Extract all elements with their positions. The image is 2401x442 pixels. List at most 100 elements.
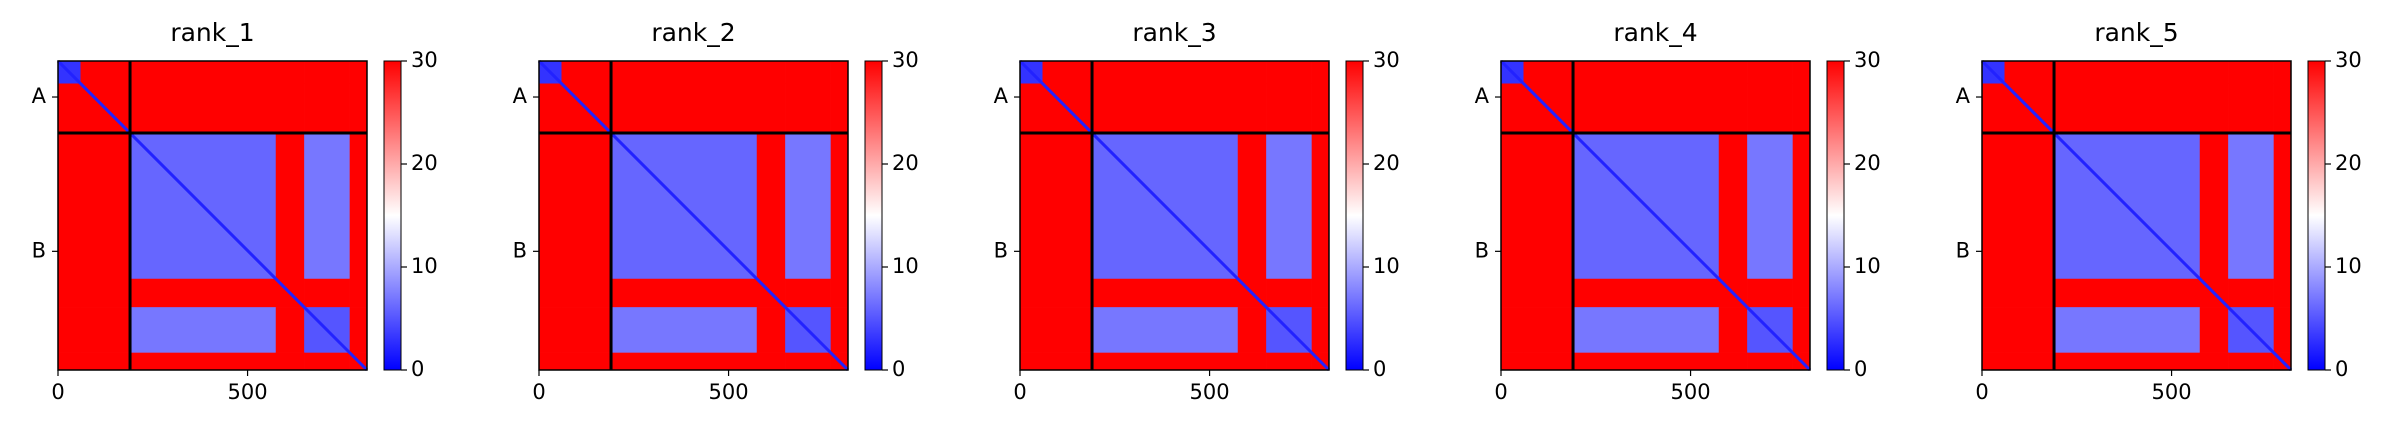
colorbar-tick-label: 20 [1854, 151, 1881, 175]
heat-cell [349, 60, 368, 84]
y-tick-label: B [32, 238, 46, 262]
heat-cell [1266, 83, 1313, 134]
colorbar-tick-label: 0 [1854, 357, 1867, 381]
heat-cell [1500, 307, 1524, 354]
heat-cell [80, 278, 131, 308]
heat-cell [1523, 132, 1574, 280]
heat-cell [1237, 83, 1267, 134]
heat-cell [830, 132, 849, 280]
heat-cell [1042, 307, 1093, 354]
heat-cell [349, 278, 368, 308]
heat-cell [304, 60, 351, 84]
colorbar-tick-label: 0 [1373, 357, 1386, 381]
heat-cell [2004, 60, 2055, 84]
colorbar-tick-label: 30 [892, 48, 919, 72]
colorbar-tick-label: 30 [1373, 48, 1400, 72]
x-tick-label: 0 [1494, 380, 1507, 404]
heat-cell [1747, 352, 1794, 371]
heat-cell [1042, 278, 1093, 308]
diagonal [1499, 59, 1812, 372]
colorbar-tick-label: 20 [411, 151, 438, 175]
heat-cell [1718, 60, 1748, 84]
panel: rank_4 0 500 A B 0 10 20 30 [1475, 18, 1881, 404]
heat-cell [1019, 83, 1043, 134]
heat-cell [1572, 307, 1720, 354]
heat-cell [610, 60, 758, 84]
heat-cell [1981, 278, 2005, 308]
heat-cell [1572, 83, 1720, 134]
heat-cell [785, 83, 832, 134]
colorbar-tick-label: 10 [1373, 254, 1400, 278]
panel: rank_2 0 500 A B 0 10 20 30 [513, 18, 919, 404]
heat-cell [1792, 307, 1811, 354]
heat-cell [1091, 307, 1239, 354]
heat-cell [1019, 278, 1043, 308]
y-tick-label: B [1475, 238, 1489, 262]
heat-cell [1747, 132, 1794, 280]
heat-cell [610, 352, 758, 371]
heat-cell [80, 352, 131, 371]
chart-title: rank_1 [170, 18, 254, 47]
heat-cell [1747, 278, 1794, 308]
heat-cell [1042, 352, 1093, 371]
heat-cell [57, 352, 81, 371]
heat-cell [80, 132, 131, 280]
x-tick-label: 0 [51, 380, 64, 404]
x-tick-label: 500 [709, 380, 749, 404]
heat-cell [1572, 60, 1720, 84]
heat-cell [349, 83, 368, 134]
heat-cell [1792, 83, 1811, 134]
heat-cell [561, 278, 612, 308]
heat-cell [1792, 278, 1811, 308]
heat-cell [304, 352, 351, 371]
heat-cell [1311, 83, 1330, 134]
panel: rank_3 0 500 A B 0 10 20 30 [994, 18, 1400, 404]
heat-cell [275, 83, 305, 134]
colorbar-tick-label: 30 [2335, 48, 2362, 72]
heat-cell [1237, 307, 1267, 354]
heat-cell [1500, 352, 1524, 371]
heat-cell [1019, 307, 1043, 354]
colorbar-tick-label: 20 [892, 151, 919, 175]
heat-cell [2004, 278, 2055, 308]
colorbar-tick-label: 10 [892, 254, 919, 278]
heat-cell [2053, 352, 2201, 371]
heat-cell [756, 352, 786, 371]
x-tick-label: 500 [2152, 380, 2192, 404]
heat-cell [830, 307, 849, 354]
x-tick-label: 0 [1975, 380, 1988, 404]
heat-cell [349, 132, 368, 280]
heat-cell [2199, 352, 2229, 371]
heat-cell [756, 132, 786, 280]
colorbar [2307, 60, 2326, 371]
heat-cell [1237, 352, 1267, 371]
heat-cell [304, 132, 351, 280]
heat-cell [275, 60, 305, 84]
heat-cell [1981, 132, 2005, 280]
heat-cell [1718, 132, 1748, 280]
heat-cell [1981, 83, 2005, 134]
heat-cell [756, 60, 786, 84]
y-tick-label: A [1475, 84, 1490, 108]
heat-cell [1718, 83, 1748, 134]
axes-frame [1981, 60, 2292, 371]
heat-cell [830, 278, 849, 308]
heat-cell [2273, 278, 2292, 308]
chart-title: rank_2 [651, 18, 735, 47]
heat-cell [1523, 60, 1574, 84]
heat-cell [1718, 352, 1748, 371]
y-tick-label: A [994, 84, 1009, 108]
heat-cell [1500, 278, 1524, 308]
heat-cell [275, 132, 305, 280]
heat-cell [1747, 60, 1794, 84]
heat-cell [1523, 352, 1574, 371]
heat-cell [561, 60, 612, 84]
heat-cell [1718, 307, 1748, 354]
y-tick-label: B [513, 238, 527, 262]
colorbar [864, 60, 883, 371]
heat-cell [2199, 83, 2229, 134]
heat-cell [2199, 132, 2229, 280]
axes-frame [538, 60, 849, 371]
heat-cell [2228, 83, 2275, 134]
heat-cell [830, 60, 849, 84]
